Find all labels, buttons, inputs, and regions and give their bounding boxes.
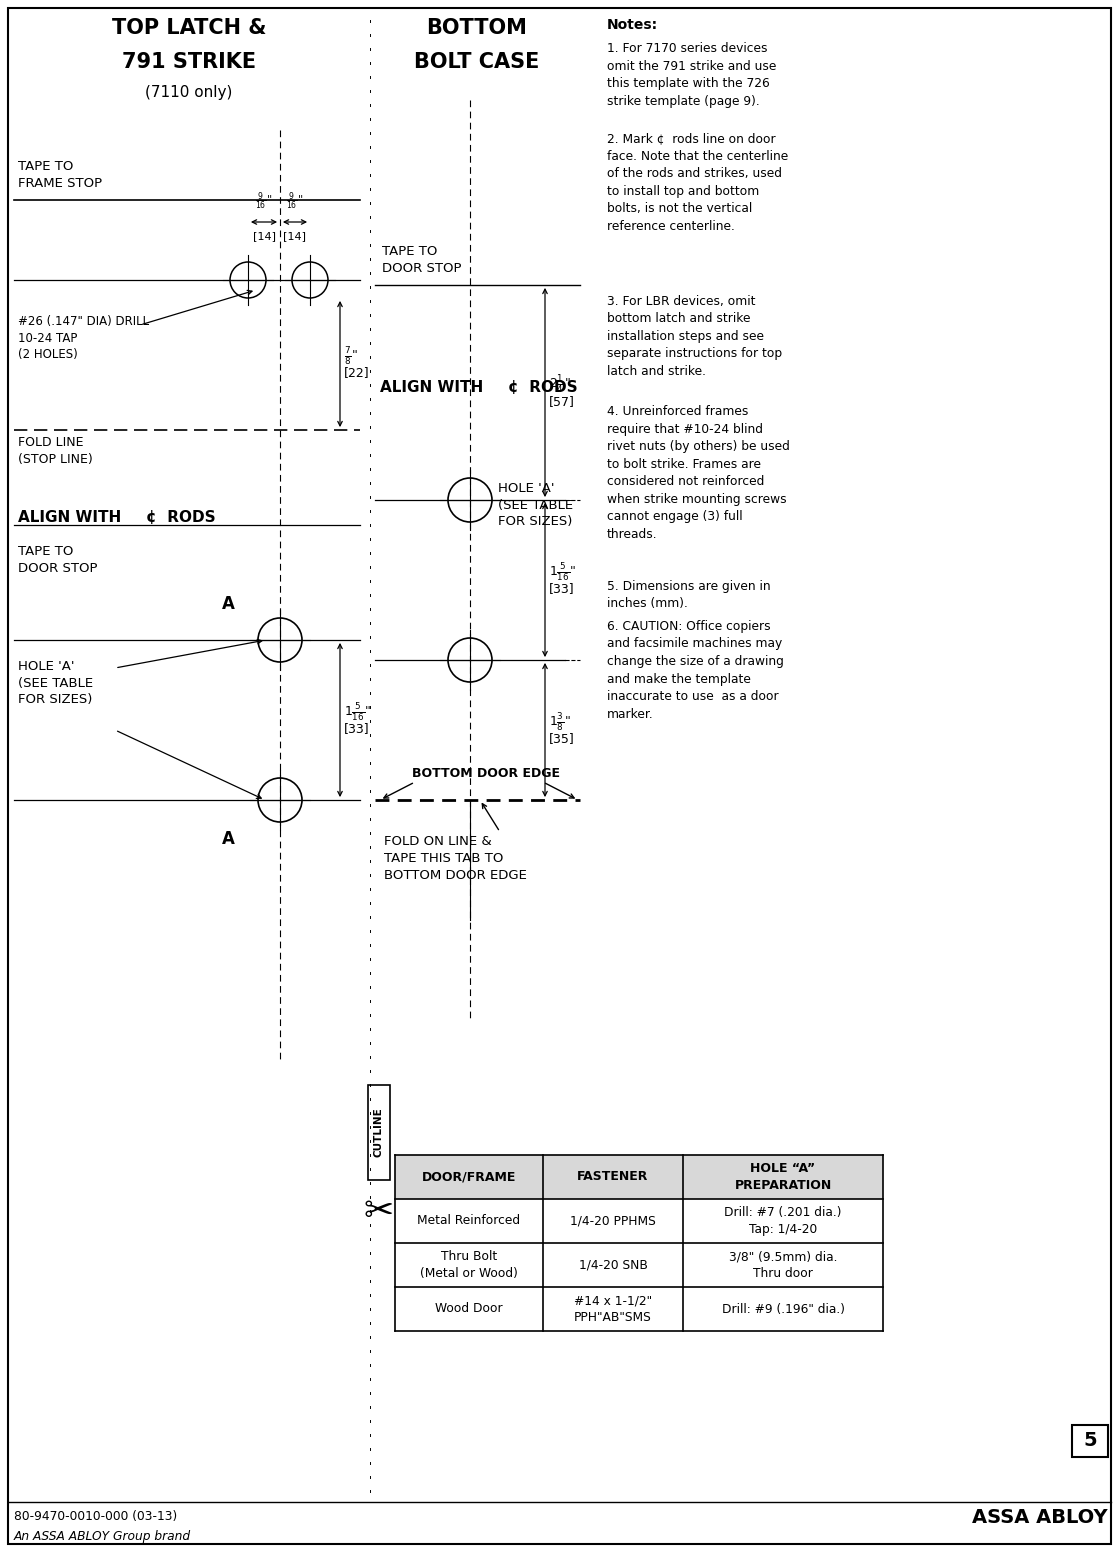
Text: ✂: ✂ [364, 1195, 394, 1229]
Text: 1. For 7170 series devices
omit the 791 strike and use
this template with the 72: 1. For 7170 series devices omit the 791 … [606, 42, 777, 107]
Text: TAPE TO
FRAME STOP: TAPE TO FRAME STOP [18, 160, 102, 189]
Text: 3. For LBR devices, omit
bottom latch and strike
installation steps and see
sepa: 3. For LBR devices, omit bottom latch an… [606, 295, 782, 379]
Text: $\frac{7}{8}$": $\frac{7}{8}$" [344, 345, 358, 366]
Text: $1\frac{5}{16}$": $1\frac{5}{16}$" [549, 560, 576, 584]
Text: HOLE “A”
PREPARATION: HOLE “A” PREPARATION [734, 1162, 831, 1192]
Text: #26 (.147" DIA) DRILL
10-24 TAP
(2 HOLES): #26 (.147" DIA) DRILL 10-24 TAP (2 HOLES… [18, 315, 149, 362]
Bar [395, 1155, 883, 1200]
Text: $\frac{9}{16}$": $\frac{9}{16}$" [255, 191, 273, 213]
Text: (7110 only): (7110 only) [145, 85, 233, 99]
Text: $\frac{9}{16}$": $\frac{9}{16}$" [286, 191, 303, 213]
Text: FOLD ON LINE &
TAPE THIS TAB TO
BOTTOM DOOR EDGE: FOLD ON LINE & TAPE THIS TAB TO BOTTOM D… [384, 835, 527, 882]
Text: 6. CAUTION: Office copiers
and facsimile machines may
change the size of a drawi: 6. CAUTION: Office copiers and facsimile… [606, 619, 784, 720]
Text: ALIGN WITH: ALIGN WITH [18, 511, 126, 525]
Text: ¢: ¢ [145, 511, 157, 525]
Text: ASSA ABLOY: ASSA ABLOY [972, 1509, 1108, 1527]
Bar [1072, 1425, 1108, 1457]
Bar [368, 1085, 391, 1180]
Text: 5. Dimensions are given in
inches (mm).: 5. Dimensions are given in inches (mm). [606, 580, 771, 610]
Text: BOLT CASE: BOLT CASE [414, 53, 539, 71]
Text: 4. Unreinforced frames
require that #10-24 blind
rivet nuts (by others) be used
: 4. Unreinforced frames require that #10-… [606, 405, 790, 540]
Text: RODS: RODS [524, 380, 577, 396]
Text: [14]: [14] [283, 231, 307, 241]
Text: Drill: #7 (.201 dia.)
Tap: 1/4-20: Drill: #7 (.201 dia.) Tap: 1/4-20 [724, 1206, 841, 1235]
Text: 80-9470-0010-000 (03-13): 80-9470-0010-000 (03-13) [15, 1510, 177, 1523]
Text: FASTENER: FASTENER [577, 1170, 649, 1184]
Text: Notes:: Notes: [606, 19, 658, 33]
Text: ALIGN WITH: ALIGN WITH [380, 380, 489, 396]
Text: A: A [222, 594, 235, 613]
Text: Drill: #9 (.196" dia.): Drill: #9 (.196" dia.) [722, 1302, 845, 1316]
Text: HOLE 'A'
(SEE TABLE
FOR SIZES): HOLE 'A' (SEE TABLE FOR SIZES) [18, 660, 93, 706]
Text: RODS: RODS [162, 511, 216, 525]
Text: TAPE TO
DOOR STOP: TAPE TO DOOR STOP [18, 545, 97, 574]
Text: $1\frac{5}{16}$": $1\frac{5}{16}$" [344, 702, 372, 723]
Text: [22]: [22] [344, 366, 369, 380]
Text: 1/4-20 PPHMS: 1/4-20 PPHMS [570, 1215, 656, 1228]
Text: #14 x 1-1/2"
PPH"AB"SMS: #14 x 1-1/2" PPH"AB"SMS [574, 1294, 652, 1324]
Text: FOLD LINE
(STOP LINE): FOLD LINE (STOP LINE) [18, 436, 93, 466]
Text: 3/8" (9.5mm) dia.
Thru door: 3/8" (9.5mm) dia. Thru door [728, 1251, 837, 1280]
Text: 2. Mark ¢  rods line on door
face. Note that the centerline
of the rods and stri: 2. Mark ¢ rods line on door face. Note t… [606, 132, 788, 233]
Text: Wood Door: Wood Door [435, 1302, 502, 1316]
Text: [35]: [35] [549, 733, 575, 745]
Text: TAPE TO
DOOR STOP: TAPE TO DOOR STOP [382, 245, 461, 275]
Text: An ASSA ABLOY Group brand: An ASSA ABLOY Group brand [15, 1530, 191, 1543]
Text: [57]: [57] [549, 396, 575, 408]
Text: ¢: ¢ [508, 380, 518, 396]
Text: CUTLINE: CUTLINE [374, 1108, 384, 1158]
Text: BOTTOM: BOTTOM [426, 19, 527, 37]
Text: HOLE 'A'
(SEE TABLE
FOR SIZES): HOLE 'A' (SEE TABLE FOR SIZES) [498, 483, 573, 528]
Text: [33]: [33] [344, 723, 369, 736]
Text: TOP LATCH &: TOP LATCH & [112, 19, 266, 37]
Text: $2\frac{1}{4}$": $2\frac{1}{4}$" [549, 374, 571, 396]
Text: A: A [222, 830, 235, 847]
Text: 791 STRIKE: 791 STRIKE [122, 53, 256, 71]
Text: $1\frac{3}{8}$": $1\frac{3}{8}$" [549, 711, 571, 733]
Text: [33]: [33] [549, 582, 575, 596]
Text: Metal Reinforced: Metal Reinforced [417, 1215, 520, 1228]
Text: BOTTOM DOOR EDGE: BOTTOM DOOR EDGE [412, 767, 560, 781]
Text: 1/4-20 SNB: 1/4-20 SNB [579, 1259, 648, 1271]
Text: 5: 5 [1083, 1431, 1097, 1451]
Text: [14]: [14] [253, 231, 275, 241]
Text: Thru Bolt
(Metal or Wood): Thru Bolt (Metal or Wood) [420, 1251, 518, 1280]
Text: DOOR/FRAME: DOOR/FRAME [422, 1170, 516, 1184]
